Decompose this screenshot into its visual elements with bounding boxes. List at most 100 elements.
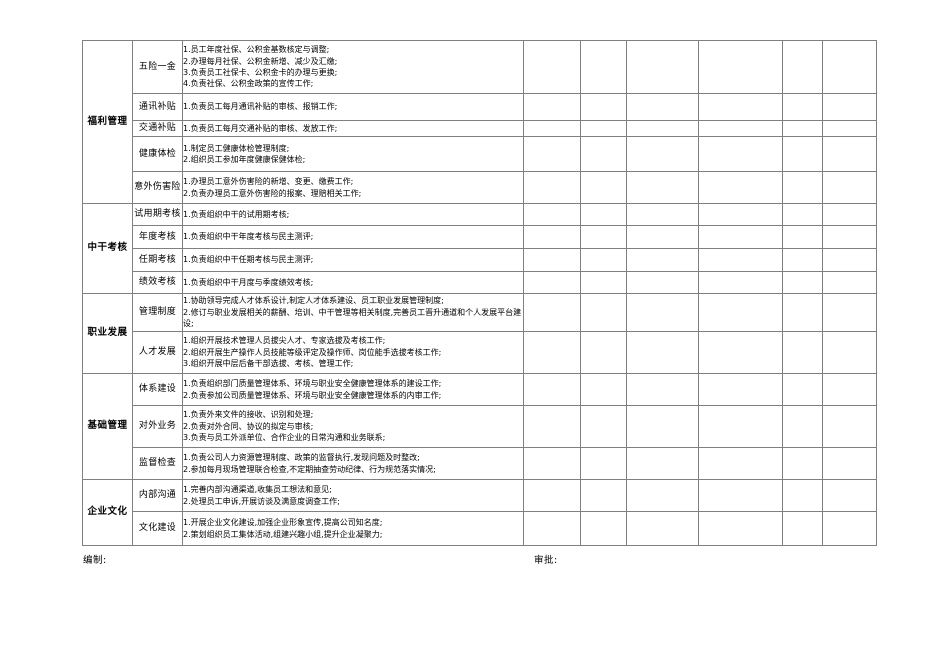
blank-cell[interactable] [626, 136, 699, 172]
blank-cell[interactable] [580, 511, 627, 546]
detail-cell[interactable]: 1.负责组织中干任期考核与民主测评; [182, 248, 524, 272]
blank-cell[interactable] [626, 40, 699, 94]
blank-cell[interactable] [523, 293, 581, 332]
blank-cell[interactable] [626, 373, 699, 406]
blank-cell[interactable] [626, 271, 699, 294]
blank-cell[interactable] [580, 40, 627, 94]
group-cell[interactable]: 企业文化 [82, 479, 133, 546]
item-cell[interactable]: 内部沟通 [132, 479, 183, 512]
blank-cell[interactable] [782, 93, 823, 121]
blank-cell[interactable] [626, 203, 699, 226]
blank-cell[interactable] [822, 203, 877, 226]
blank-cell[interactable] [523, 248, 581, 272]
item-cell[interactable]: 试用期考核 [132, 203, 183, 226]
detail-cell[interactable]: 1.办理员工意外伤害险的新增、变更、缴费工作; 2.负责办理员工意外伤害险的报案、… [182, 171, 524, 204]
blank-cell[interactable] [626, 171, 699, 204]
item-cell[interactable]: 意外伤害险 [132, 171, 183, 204]
blank-cell[interactable] [523, 511, 581, 546]
blank-cell[interactable] [626, 447, 699, 480]
item-cell[interactable]: 文化建设 [132, 511, 183, 546]
blank-cell[interactable] [698, 447, 783, 480]
detail-cell[interactable]: 1.协助领导完成人才体系设计,制定人才体系建设、员工职业发展管理制度; 2.修订与… [182, 293, 524, 332]
blank-cell[interactable] [698, 120, 783, 137]
blank-cell[interactable] [626, 248, 699, 272]
group-cell[interactable]: 中干考核 [82, 203, 133, 294]
detail-cell[interactable]: 1.负责组织部门质量管理体系、环境与职业安全健康管理体系的建设工作; 2.负责参加… [182, 373, 524, 406]
blank-cell[interactable] [580, 479, 627, 512]
detail-cell[interactable]: 1.负责员工每月交通补贴的审核、发放工作; [182, 120, 524, 137]
blank-cell[interactable] [822, 248, 877, 272]
blank-cell[interactable] [580, 248, 627, 272]
blank-cell[interactable] [580, 120, 627, 137]
blank-cell[interactable] [782, 271, 823, 294]
item-cell[interactable]: 监督检查 [132, 447, 183, 480]
item-cell[interactable]: 交通补贴 [132, 120, 183, 137]
blank-cell[interactable] [626, 405, 699, 448]
item-cell[interactable]: 管理制度 [132, 293, 183, 332]
blank-cell[interactable] [822, 93, 877, 121]
blank-cell[interactable] [580, 171, 627, 204]
blank-cell[interactable] [580, 225, 627, 249]
blank-cell[interactable] [822, 511, 877, 546]
blank-cell[interactable] [523, 203, 581, 226]
blank-cell[interactable] [626, 120, 699, 137]
detail-cell[interactable]: 1.负责组织中干月度与季度绩效考核; [182, 271, 524, 294]
group-cell[interactable]: 基础管理 [82, 373, 133, 480]
item-cell[interactable]: 健康体检 [132, 136, 183, 172]
detail-cell[interactable]: 1.组织开展技术管理人员拔尖人才、专家选拔及考核工作; 2.组织开展生产操作人员技… [182, 331, 524, 374]
blank-cell[interactable] [523, 120, 581, 137]
blank-cell[interactable] [822, 293, 877, 332]
blank-cell[interactable] [523, 40, 581, 94]
blank-cell[interactable] [523, 171, 581, 204]
blank-cell[interactable] [698, 405, 783, 448]
blank-cell[interactable] [822, 120, 877, 137]
detail-cell[interactable]: 1.负责组织中干的试用期考核; [182, 203, 524, 226]
blank-cell[interactable] [523, 373, 581, 406]
item-cell[interactable]: 对外业务 [132, 405, 183, 448]
blank-cell[interactable] [782, 225, 823, 249]
blank-cell[interactable] [822, 405, 877, 448]
blank-cell[interactable] [822, 447, 877, 480]
blank-cell[interactable] [626, 225, 699, 249]
blank-cell[interactable] [580, 293, 627, 332]
blank-cell[interactable] [822, 171, 877, 204]
blank-cell[interactable] [698, 479, 783, 512]
blank-cell[interactable] [580, 271, 627, 294]
blank-cell[interactable] [523, 271, 581, 294]
blank-cell[interactable] [698, 171, 783, 204]
blank-cell[interactable] [822, 225, 877, 249]
blank-cell[interactable] [822, 271, 877, 294]
blank-cell[interactable] [782, 293, 823, 332]
detail-cell[interactable]: 1.负责外来文件的接收、识别和处理; 2.负责对外合同、协议的拟定与审核; 3.负责… [182, 405, 524, 448]
blank-cell[interactable] [782, 447, 823, 480]
blank-cell[interactable] [580, 405, 627, 448]
blank-cell[interactable] [626, 479, 699, 512]
blank-cell[interactable] [580, 447, 627, 480]
blank-cell[interactable] [698, 293, 783, 332]
blank-cell[interactable] [822, 373, 877, 406]
blank-cell[interactable] [580, 331, 627, 374]
blank-cell[interactable] [580, 93, 627, 121]
item-cell[interactable]: 人才发展 [132, 331, 183, 374]
blank-cell[interactable] [523, 479, 581, 512]
blank-cell[interactable] [698, 373, 783, 406]
detail-cell[interactable]: 1.负责公司人力资源管理制度、政策的监督执行,发现问题及时整改; 2.参加每月现场… [182, 447, 524, 480]
detail-cell[interactable]: 1.负责组织中干年度考核与民主测评; [182, 225, 524, 249]
group-cell[interactable]: 职业发展 [82, 293, 133, 374]
blank-cell[interactable] [698, 93, 783, 121]
item-cell[interactable]: 任期考核 [132, 248, 183, 272]
blank-cell[interactable] [523, 93, 581, 121]
blank-cell[interactable] [782, 479, 823, 512]
blank-cell[interactable] [698, 271, 783, 294]
blank-cell[interactable] [626, 293, 699, 332]
blank-cell[interactable] [782, 40, 823, 94]
blank-cell[interactable] [782, 171, 823, 204]
blank-cell[interactable] [782, 405, 823, 448]
blank-cell[interactable] [698, 40, 783, 94]
blank-cell[interactable] [782, 511, 823, 546]
blank-cell[interactable] [822, 40, 877, 94]
detail-cell[interactable]: 1.制定员工健康体检管理制度; 2.组织员工参加年度健康保健体检; [182, 136, 524, 172]
detail-cell[interactable]: 1.负责员工每月通讯补贴的审核、报销工作; [182, 93, 524, 121]
item-cell[interactable]: 五险一金 [132, 40, 183, 94]
blank-cell[interactable] [782, 248, 823, 272]
